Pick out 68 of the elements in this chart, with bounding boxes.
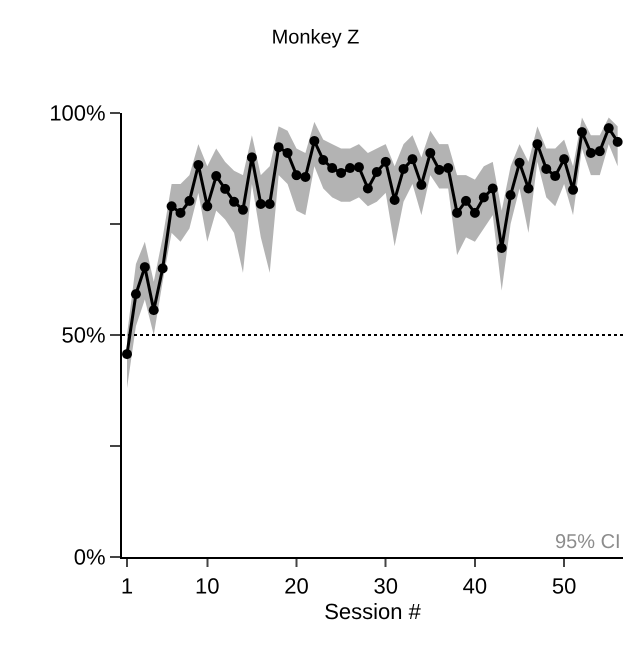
point [496,242,507,253]
point [362,183,373,194]
point [238,204,248,215]
point [390,195,400,206]
point [443,163,454,174]
point [184,196,194,206]
point [354,162,364,172]
point [130,289,141,300]
point [166,201,177,212]
point [416,180,426,190]
point [460,196,471,206]
point [220,184,230,194]
point [398,164,409,174]
point [229,196,240,207]
point [452,208,462,218]
point [327,163,338,174]
point [274,142,284,152]
point [372,167,382,178]
point [541,164,552,174]
point [291,170,302,180]
point [532,139,542,150]
point [282,148,293,158]
y-tick-label: 50% [62,322,106,348]
point [576,127,587,138]
point [264,199,275,210]
point [380,156,391,167]
point [140,262,150,272]
point [586,148,596,158]
x-tick-label: 10 [195,573,220,598]
point [594,146,605,156]
point [336,168,346,178]
x-tick-label: 50 [552,573,576,598]
point [148,305,159,316]
point [246,152,257,162]
point [345,163,356,174]
x-tick-label: 30 [373,573,398,598]
point [488,183,498,194]
point [550,171,560,182]
point [478,192,489,202]
x-axis-title: Session # [324,598,422,624]
point [612,136,623,147]
point [202,201,212,212]
point [193,160,204,170]
point [425,148,436,158]
point [523,183,534,194]
x-tick-label: 20 [284,573,309,598]
y-tick-label: 100% [49,100,106,126]
point [318,155,328,166]
x-tick-label: 40 [462,573,488,598]
point [256,199,266,210]
point [158,263,168,274]
point [211,171,222,182]
point [300,172,310,182]
point [506,190,516,200]
point [470,208,480,218]
annotation: 95% CI [555,531,621,553]
point [407,154,418,164]
x-tick-label: 1 [120,573,134,598]
point [559,154,570,164]
point [176,208,186,218]
point [604,123,614,134]
point [434,164,444,175]
point [514,158,525,168]
chart-title: Monkey Z [272,26,360,48]
point [568,184,578,195]
point [122,349,132,360]
y-tick-label: 0% [74,544,106,570]
point [309,136,320,146]
